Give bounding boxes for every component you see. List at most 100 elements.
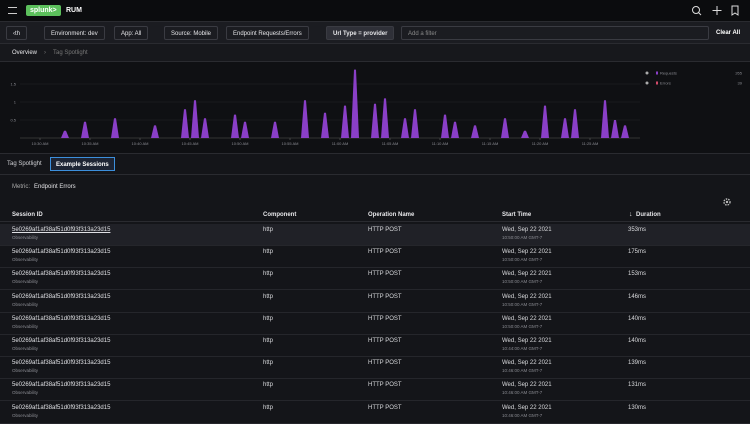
start-date: Wed, Sep 22 2021 bbox=[502, 227, 552, 233]
column-header[interactable]: Component bbox=[263, 212, 297, 218]
table-row[interactable]: 5e0269af1af38af51d0f93f313a23d15 Observab… bbox=[0, 291, 750, 313]
spike bbox=[621, 125, 629, 138]
session-app: Observability bbox=[12, 301, 39, 307]
spike bbox=[201, 118, 209, 138]
x-tick-label: 10:30 AM bbox=[32, 141, 49, 146]
start-time: 10:46:00 AM GMT-7 bbox=[502, 368, 543, 374]
x-tick-label: 11:00 AM bbox=[332, 141, 349, 146]
legend-swatch bbox=[656, 81, 658, 85]
session-id[interactable]: 5e0269af1af38af51d0f93f313a23d15 bbox=[12, 338, 111, 344]
session-id[interactable]: 5e0269af1af38af51d0f93f313a23d15 bbox=[12, 271, 111, 278]
operation: HTTP POST bbox=[368, 271, 402, 278]
operation: HTTP POST bbox=[368, 293, 402, 300]
spike bbox=[471, 125, 479, 138]
spike bbox=[241, 121, 249, 138]
sort-arrow: ↓ bbox=[629, 211, 633, 218]
operation: HTTP POST bbox=[368, 382, 402, 389]
session-id[interactable]: 5e0269af1af38af51d0f93f313a23d15 bbox=[12, 293, 111, 300]
legend-value: 265 bbox=[735, 71, 742, 76]
filter[interactable]: Endpoint Requests/Errors bbox=[226, 26, 309, 40]
spike bbox=[351, 69, 359, 138]
start-date: Wed, Sep 22 2021 bbox=[502, 338, 552, 344]
x-tick-label: 11:20 AM bbox=[532, 141, 549, 146]
operation: HTTP POST bbox=[368, 404, 402, 411]
column-header[interactable]: Operation Name bbox=[368, 212, 415, 218]
spike bbox=[321, 112, 329, 138]
menu-icon[interactable] bbox=[8, 7, 17, 14]
start-time: 10:50:00 AM GMT-7 bbox=[502, 235, 543, 240]
legend-name: Errors bbox=[660, 81, 671, 86]
spike bbox=[61, 130, 69, 138]
tab-active[interactable]: Example Sessions bbox=[50, 157, 115, 171]
product-name: RUM bbox=[66, 7, 82, 14]
filter-input[interactable]: Add a filter bbox=[401, 26, 709, 40]
spike bbox=[561, 118, 569, 138]
metric-label: Metric: bbox=[12, 184, 30, 190]
component: http bbox=[263, 360, 274, 367]
component: http bbox=[263, 382, 274, 389]
table-row[interactable]: 5e0269af1af38af51d0f93f313a23d15 Observab… bbox=[0, 402, 750, 424]
session-id[interactable]: 5e0269af1af38af51d0f93f313a23d15 bbox=[12, 382, 111, 389]
legend-eye bbox=[645, 81, 649, 85]
session-id[interactable]: 5e0269af1af38af51d0f93f313a23d15 bbox=[12, 249, 111, 256]
spike bbox=[451, 121, 459, 138]
start-time: 10:46:00 AM GMT-7 bbox=[502, 390, 543, 396]
session-app: Observability bbox=[12, 323, 39, 329]
session-id[interactable]: 5e0269af1af38af51d0f93f313a23d15 bbox=[12, 315, 111, 322]
x-tick-label: 11:15 AM bbox=[482, 141, 499, 146]
start-time: 10:50:00 AM GMT-7 bbox=[502, 257, 543, 263]
table-row[interactable]: 5e0269af1af38af51d0f93f313a23d15 Observab… bbox=[0, 379, 750, 402]
duration: 153ms bbox=[628, 271, 647, 278]
session-app: Observability bbox=[12, 390, 39, 396]
tab[interactable]: Tag Spotlight bbox=[7, 161, 42, 167]
start-date: Wed, Sep 22 2021 bbox=[502, 293, 552, 300]
column-header[interactable]: Start Time bbox=[502, 212, 532, 218]
logo[interactable]: splunk> bbox=[26, 5, 61, 16]
filter-chip[interactable]: Url Type = provider bbox=[326, 26, 395, 40]
spike bbox=[401, 118, 409, 138]
column-header[interactable]: Duration bbox=[636, 212, 661, 218]
spike bbox=[411, 109, 419, 138]
table-row[interactable]: 5e0269af1af38af51d0f93f313a23d15 Observab… bbox=[0, 268, 750, 291]
operation: HTTP POST bbox=[368, 315, 402, 322]
table-row[interactable]: 5e0269af1af38af51d0f93f313a23d15 Observab… bbox=[0, 335, 750, 357]
table-row[interactable]: 5e0269af1af38af51d0f93f313a23d15 Observab… bbox=[0, 224, 750, 246]
table-row[interactable]: 5e0269af1af38af51d0f93f313a23d15 Observab… bbox=[0, 246, 750, 269]
duration: 130ms bbox=[628, 404, 647, 411]
filter[interactable]: ‹th bbox=[6, 26, 28, 40]
spike bbox=[181, 109, 189, 138]
start-date: Wed, Sep 22 2021 bbox=[502, 315, 552, 322]
component: http bbox=[263, 293, 274, 300]
column-header[interactable]: Session ID bbox=[12, 212, 43, 218]
filter[interactable]: Environment: dev bbox=[44, 26, 105, 40]
component: http bbox=[263, 249, 274, 256]
x-tick-label: 11:10 AM bbox=[432, 141, 449, 146]
x-tick-label: 10:45 AM bbox=[182, 141, 199, 146]
start-date: Wed, Sep 22 2021 bbox=[502, 404, 552, 411]
session-id[interactable]: 5e0269af1af38af51d0f93f313a23d15 bbox=[12, 360, 111, 367]
spike bbox=[341, 105, 349, 138]
session-app: Observability bbox=[12, 412, 39, 418]
top-bar: splunk> RUM bbox=[0, 0, 750, 22]
component: http bbox=[263, 227, 274, 233]
session-id[interactable]: 5e0269af1af38af51d0f93f313a23d15 bbox=[12, 227, 111, 233]
start-date: Wed, Sep 22 2021 bbox=[502, 271, 552, 278]
x-tick-label: 11:05 AM bbox=[382, 141, 399, 146]
start-time: 10:50:00 AM GMT-7 bbox=[502, 301, 543, 307]
clear-all[interactable]: Clear All bbox=[716, 30, 741, 36]
table-row[interactable]: 5e0269af1af38af51d0f93f313a23d15 Observab… bbox=[0, 357, 750, 380]
filter[interactable]: App: All bbox=[114, 26, 149, 40]
duration: 146ms bbox=[628, 293, 647, 300]
settings-icon[interactable] bbox=[722, 197, 732, 207]
crumb-link[interactable]: Overview bbox=[12, 50, 38, 56]
x-tick-label: 10:35 AM bbox=[82, 141, 99, 146]
component: http bbox=[263, 315, 274, 322]
table-row[interactable]: 5e0269af1af38af51d0f93f313a23d15 Observab… bbox=[0, 313, 750, 335]
top-icons[interactable] bbox=[690, 5, 745, 17]
spike bbox=[381, 98, 389, 138]
x-tick-label: 11:25 AM bbox=[582, 141, 599, 146]
filter[interactable]: Source: Mobile bbox=[164, 26, 219, 40]
session-app: Observability bbox=[12, 279, 39, 285]
session-id[interactable]: 5e0269af1af38af51d0f93f313a23d15 bbox=[12, 404, 111, 411]
component: http bbox=[263, 271, 274, 278]
